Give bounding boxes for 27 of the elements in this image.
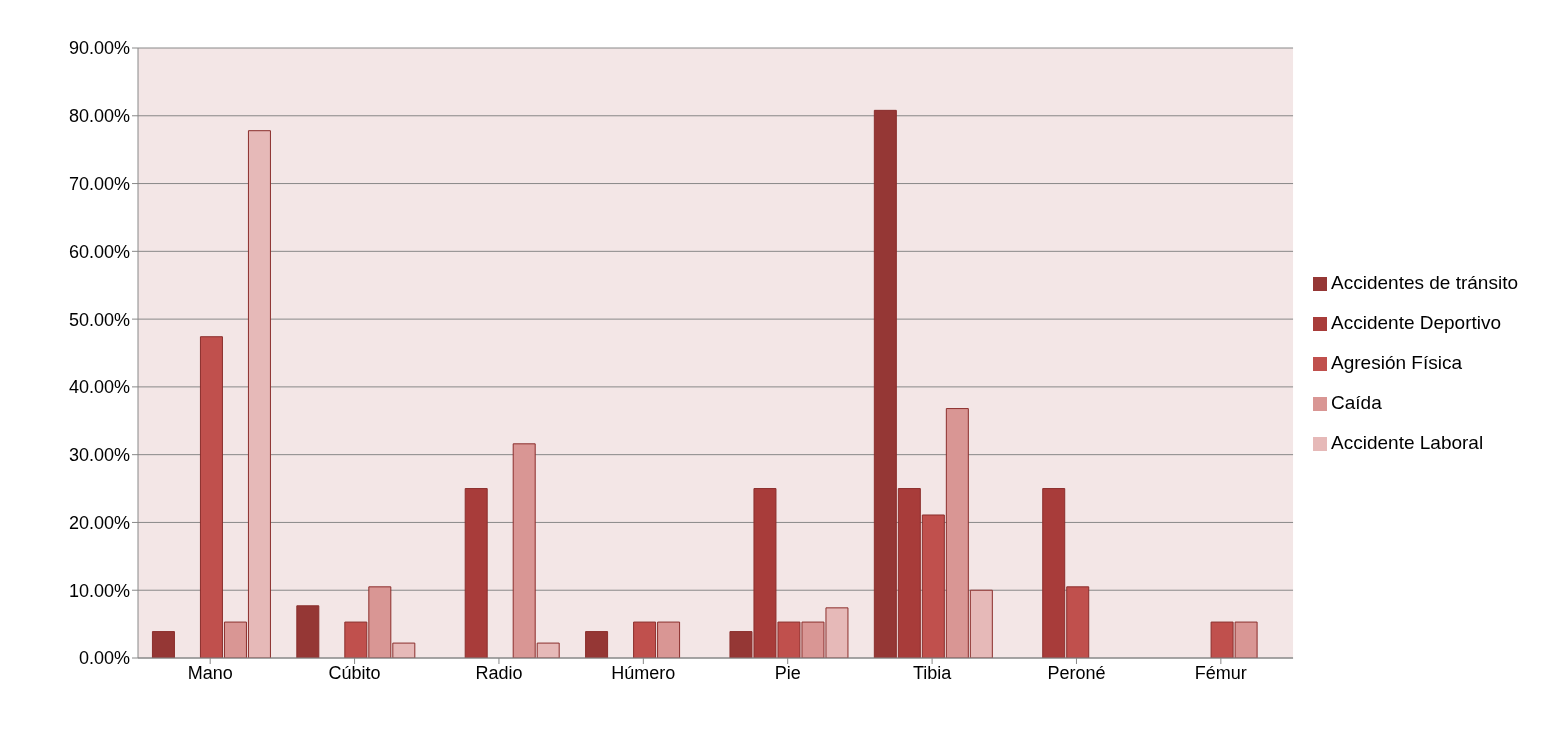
- y-tick-label: 50.00%: [68, 309, 130, 330]
- legend-label: Caída: [1331, 392, 1382, 413]
- y-tick-label: 80.00%: [68, 106, 130, 127]
- x-tick-label: Mano: [187, 662, 233, 683]
- y-tick-label: 0.00%: [78, 648, 130, 669]
- y-tick-label: 70.00%: [68, 173, 130, 194]
- bar: [296, 605, 320, 658]
- bar: [151, 631, 175, 658]
- bar: [585, 631, 609, 658]
- legend-label: Agresión Física: [1331, 352, 1462, 373]
- y-tick-label: 20.00%: [68, 512, 130, 533]
- legend-label: Accidentes de tránsito: [1331, 272, 1518, 293]
- y-tick-label: 30.00%: [68, 445, 130, 466]
- x-tick-label: Tibia: [912, 662, 953, 683]
- y-tick-label: 60.00%: [68, 241, 130, 262]
- bar: [464, 488, 488, 658]
- x-tick-label: Radio: [475, 662, 523, 683]
- y-tick-label: 90.00%: [68, 38, 130, 59]
- y-tick-label: 40.00%: [68, 377, 130, 398]
- x-tick-label: Pie: [774, 662, 801, 683]
- x-tick-label: Peroné: [1047, 662, 1106, 683]
- y-tick-label: 10.00%: [68, 580, 130, 601]
- x-tick-label: Fémur: [1194, 662, 1247, 683]
- legend-label: Accidente Laboral: [1331, 432, 1484, 453]
- legend-label: Accidente Deportivo: [1331, 312, 1502, 333]
- x-tick-label: Húmero: [611, 662, 676, 683]
- x-tick-label: Cúbito: [328, 662, 381, 683]
